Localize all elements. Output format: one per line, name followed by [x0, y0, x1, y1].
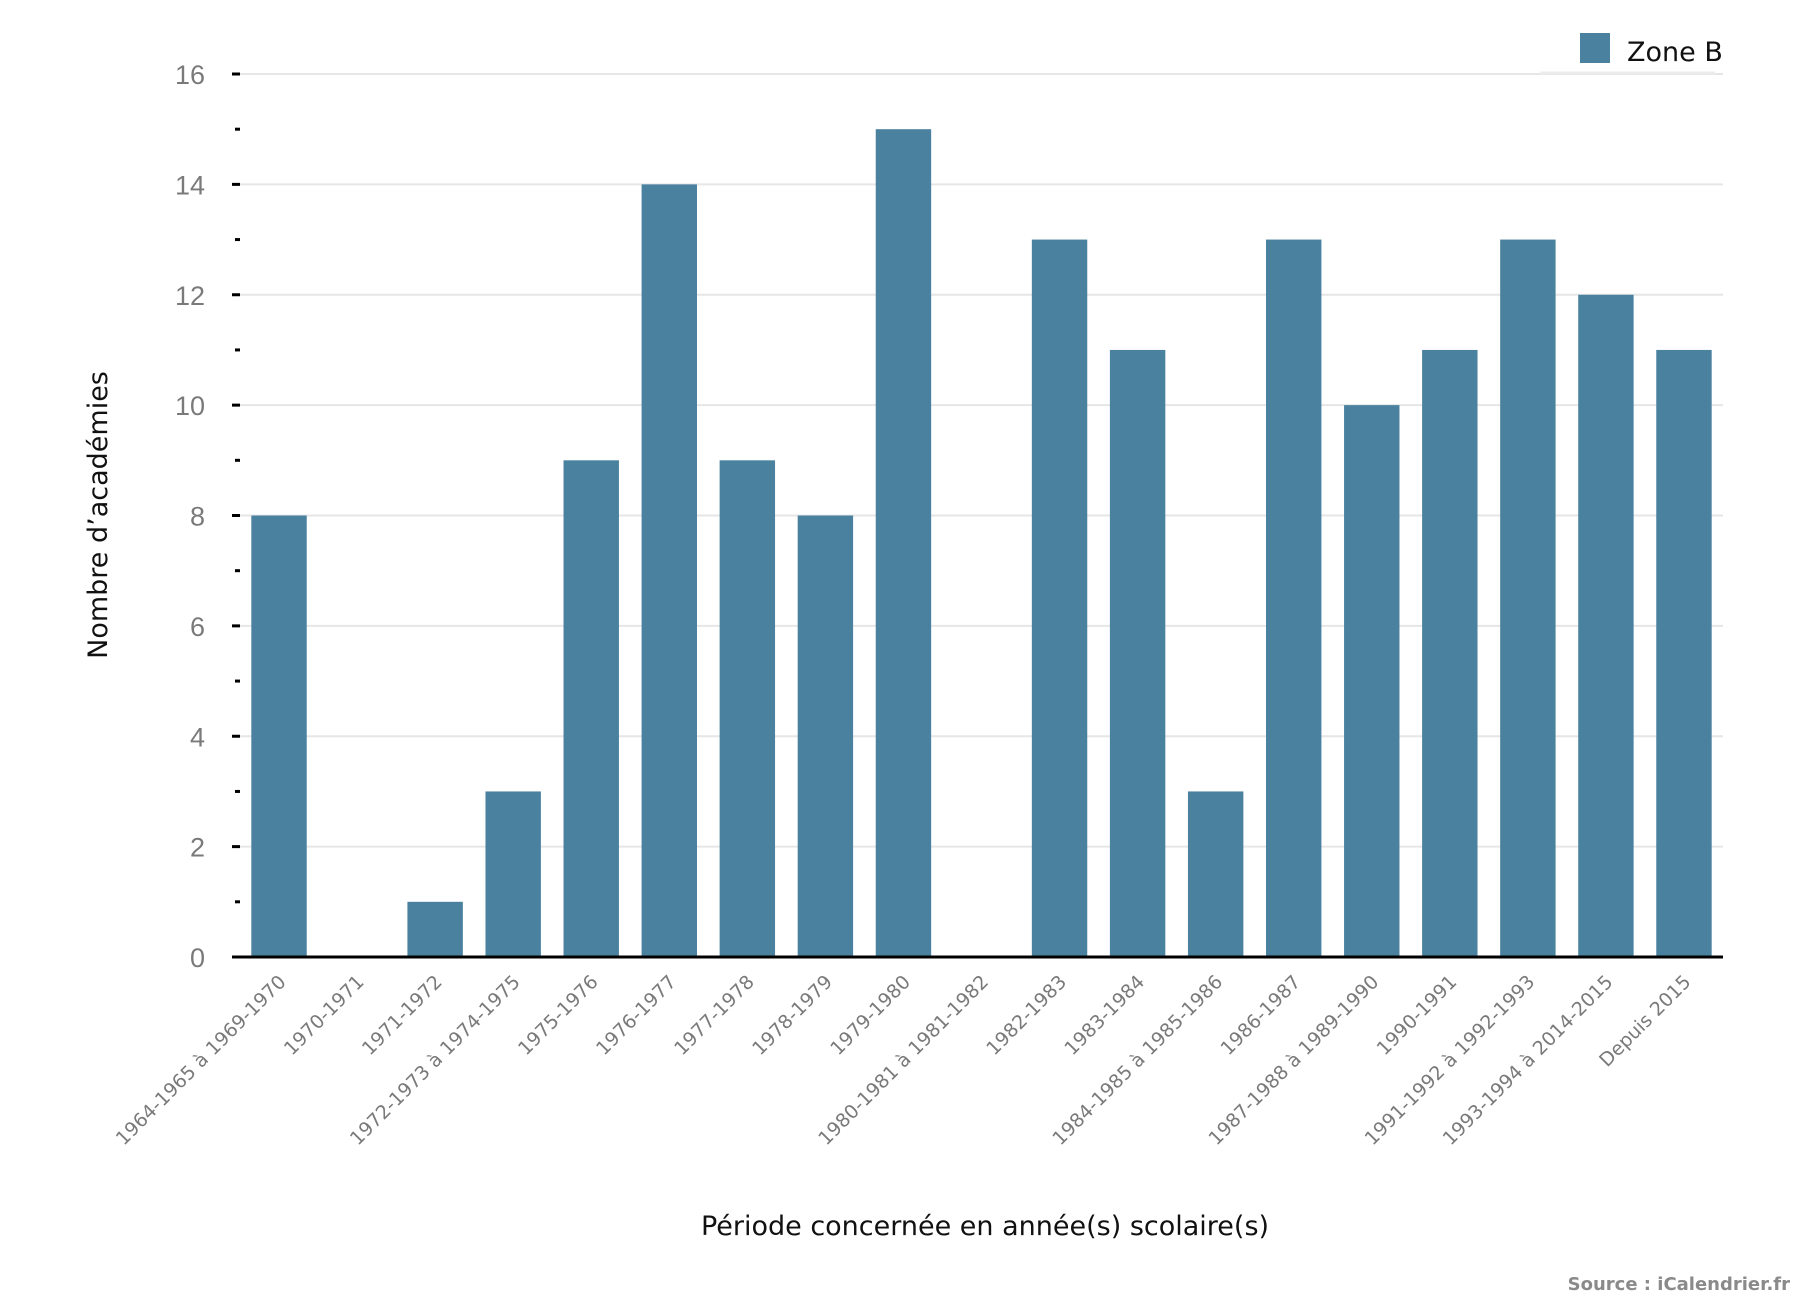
- bar[interactable]: [797, 515, 854, 958]
- bar[interactable]: [251, 515, 307, 958]
- y-axis: 0 2 4 6 8 10 12 14 16: [175, 60, 240, 973]
- bar[interactable]: [641, 184, 697, 957]
- bar[interactable]: [1266, 239, 1322, 957]
- y-tick-label: 12: [175, 281, 205, 311]
- x-axis-title: Période concernée en année(s) scolaire(s…: [701, 1211, 1269, 1242]
- gridlines: [240, 73, 1723, 848]
- bar[interactable]: [1578, 294, 1634, 957]
- x-tick-label: 1975-1976: [514, 971, 603, 1060]
- bar[interactable]: [485, 791, 541, 957]
- y-tick-label: 8: [190, 502, 205, 532]
- source-credit: Source : iCalendrier.fr: [1568, 1274, 1790, 1295]
- bars: [251, 129, 1712, 958]
- x-tick-label: 1978-1979: [748, 971, 837, 1060]
- y-tick-label: 10: [175, 391, 205, 421]
- bar[interactable]: [875, 129, 932, 957]
- x-tick-label: 1982-1983: [982, 971, 1071, 1060]
- bar[interactable]: [563, 460, 619, 957]
- y-tick-label: 6: [190, 612, 205, 642]
- legend[interactable]: Zone B: [1540, 33, 1723, 75]
- x-axis: 1964-1965 à 1969-19701970-19711971-19721…: [112, 971, 1696, 1150]
- y-tick-label: 14: [175, 170, 205, 200]
- bar[interactable]: [719, 460, 776, 957]
- bar[interactable]: [1500, 239, 1556, 957]
- x-tick-label: 1977-1978: [670, 971, 759, 1060]
- y-tick-label: 16: [175, 60, 205, 90]
- bar[interactable]: [1422, 349, 1478, 957]
- y-tick-label: 0: [190, 943, 205, 973]
- bar[interactable]: [1109, 349, 1166, 957]
- x-tick-label: 1970-1971: [280, 971, 369, 1060]
- y-axis-title: Nombre d’académies: [83, 371, 114, 659]
- bar[interactable]: [407, 901, 463, 957]
- x-tick-label: 1964-1965 à 1969-1970: [112, 971, 291, 1150]
- bar[interactable]: [1656, 349, 1712, 957]
- y-tick-label: 2: [190, 833, 205, 863]
- legend-label-zone-b[interactable]: Zone B: [1627, 37, 1723, 68]
- y-tick-label: 4: [190, 722, 205, 752]
- bar[interactable]: [1344, 405, 1400, 957]
- bar[interactable]: [1031, 239, 1088, 957]
- legend-swatch-zone-b[interactable]: [1580, 33, 1610, 63]
- bar[interactable]: [1187, 791, 1244, 957]
- x-tick-label: 1976-1977: [592, 971, 681, 1060]
